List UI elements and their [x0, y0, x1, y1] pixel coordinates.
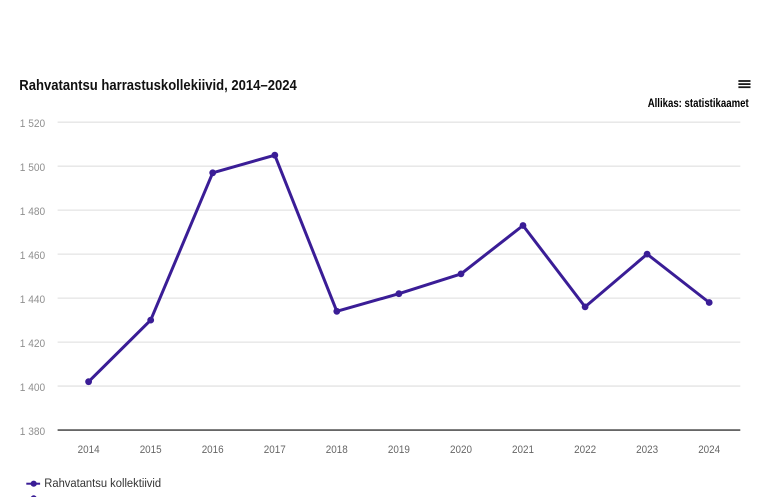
- svg-text:2019: 2019: [388, 444, 410, 456]
- svg-text:1 400: 1 400: [20, 382, 45, 394]
- svg-text:1 460: 1 460: [20, 250, 45, 262]
- svg-text:Allikas: statistikaamet: Allikas: statistikaamet: [648, 96, 749, 110]
- svg-text:2023: 2023: [636, 444, 658, 456]
- svg-text:2020: 2020: [450, 444, 472, 456]
- svg-text:2018: 2018: [326, 444, 348, 456]
- svg-text:1 500: 1 500: [20, 162, 45, 174]
- svg-text:2016: 2016: [202, 444, 224, 456]
- svg-text:2015: 2015: [140, 444, 162, 456]
- svg-text:2021: 2021: [512, 444, 534, 456]
- svg-text:2014: 2014: [78, 444, 100, 456]
- svg-text:1 480: 1 480: [20, 206, 45, 218]
- svg-text:1 440: 1 440: [20, 294, 45, 306]
- svg-text:1 420: 1 420: [20, 338, 45, 350]
- svg-text:1 520: 1 520: [20, 118, 45, 130]
- svg-text:1 380: 1 380: [20, 426, 45, 438]
- svg-text:2022: 2022: [574, 444, 596, 456]
- svg-text:Rahvatantsu harrastuskollekiiv: Rahvatantsu harrastuskollekiivid, 2014–2…: [19, 78, 297, 94]
- svg-text:2017: 2017: [264, 444, 286, 456]
- svg-text:2024: 2024: [698, 444, 720, 456]
- svg-text:Rahvatantsu kollektiivid: Rahvatantsu kollektiivid: [44, 476, 161, 490]
